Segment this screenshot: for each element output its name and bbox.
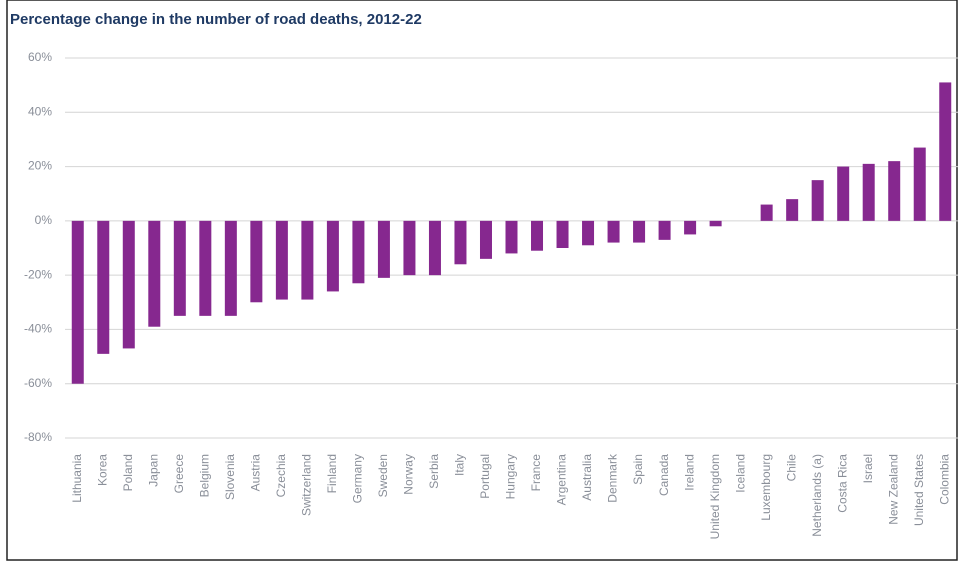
bar <box>301 220 314 300</box>
x-tick-label: Switzerland <box>300 454 314 516</box>
y-tick-label: 60% <box>28 50 52 64</box>
x-tick-label: Denmark <box>606 453 620 503</box>
bar <box>913 147 926 221</box>
bar <box>582 220 595 246</box>
y-tick-label: -80% <box>24 430 52 444</box>
bar <box>862 163 875 221</box>
bar <box>939 82 952 221</box>
x-tick-label: United States <box>912 454 926 526</box>
y-tick-label: 0% <box>35 213 53 227</box>
x-tick-label: Luxembourg <box>759 454 773 521</box>
x-tick-label: Lithuania <box>70 454 84 503</box>
y-tick-label: 40% <box>28 104 52 118</box>
bar <box>633 220 646 243</box>
bar <box>888 161 901 221</box>
y-tick-label: -40% <box>24 322 52 336</box>
bar <box>403 220 416 276</box>
y-tick-label: -20% <box>24 267 52 281</box>
bar <box>454 220 467 265</box>
bar <box>352 220 365 284</box>
x-tick-label: Australia <box>580 454 594 501</box>
bar <box>709 220 722 227</box>
x-tick-label: Spain <box>631 454 645 485</box>
x-tick-label: Korea <box>95 454 109 486</box>
x-tick-label: Norway <box>402 454 416 495</box>
bar <box>122 220 135 349</box>
x-tick-label: Slovenia <box>223 454 237 500</box>
bar <box>786 199 799 221</box>
x-tick-label: Canada <box>657 454 671 496</box>
bar <box>71 220 84 384</box>
bar <box>97 220 110 354</box>
x-tick-label: Iceland <box>733 454 747 493</box>
bar <box>684 220 697 235</box>
bar <box>199 220 212 316</box>
chart-title: Percentage change in the number of road … <box>10 11 422 28</box>
x-tick-label: United Kingdom <box>708 454 722 539</box>
bar <box>275 220 288 300</box>
bar <box>428 220 441 276</box>
x-tick-label: New Zealand <box>886 454 900 525</box>
x-tick-label: Costa Rica <box>835 454 849 513</box>
x-tick-label: Portugal <box>478 454 492 499</box>
x-tick-label: Serbia <box>427 454 441 489</box>
x-tick-label: Poland <box>121 454 135 491</box>
bar <box>505 220 518 254</box>
x-tick-label: France <box>529 454 543 492</box>
bar <box>531 220 544 251</box>
x-tick-label: Colombia <box>937 454 951 505</box>
x-tick-label: Sweden <box>376 454 390 497</box>
x-tick-label: Japan <box>146 454 160 487</box>
x-tick-label: Hungary <box>504 454 518 499</box>
x-tick-label: Czechia <box>274 454 288 498</box>
x-tick-label: Greece <box>172 454 186 494</box>
bar <box>760 204 773 221</box>
bar <box>326 220 339 292</box>
bar <box>556 220 569 248</box>
bar <box>148 220 161 327</box>
x-tick-label: Netherlands (a) <box>810 454 824 537</box>
bar <box>173 220 186 316</box>
x-tick-label: Italy <box>453 454 467 476</box>
x-tick-label: Austria <box>249 454 263 492</box>
bar <box>479 220 492 259</box>
x-tick-label: Chile <box>784 454 798 482</box>
bar <box>658 220 671 240</box>
bar <box>224 220 237 316</box>
frame <box>6 0 958 561</box>
x-tick-label: Belgium <box>198 454 212 497</box>
bar <box>607 220 620 243</box>
bar <box>377 220 390 278</box>
y-tick-label: 20% <box>28 159 52 173</box>
bar <box>250 220 263 303</box>
x-tick-label: Germany <box>351 454 365 503</box>
y-tick-label: -60% <box>24 376 52 390</box>
x-tick-label: Finland <box>325 454 339 493</box>
x-tick-label: Israel <box>861 454 875 483</box>
bar <box>837 166 850 221</box>
bar <box>811 180 824 221</box>
x-tick-label: Ireland <box>682 454 696 491</box>
x-tick-label: Argentina <box>555 454 569 506</box>
